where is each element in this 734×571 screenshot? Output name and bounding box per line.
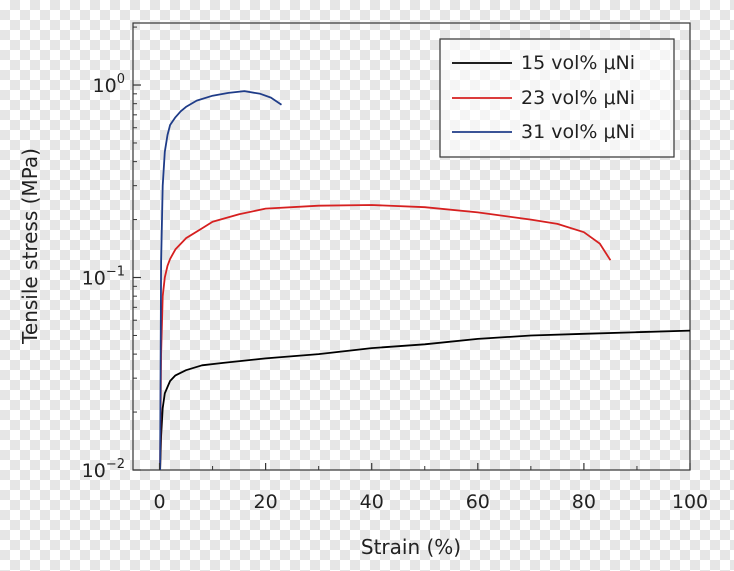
legend: 15 vol% μNi 23 vol% μNi 31 vol% μNi [439,38,675,158]
y-tick-label-0: 10−2 [82,457,125,482]
legend-label-15: 15 vol% μNi [521,52,635,74]
y-tick-label-1: 10−1 [82,265,125,290]
plot-frame [132,22,691,471]
x-tick-label-0: 0 [153,491,165,513]
series-line-2 [159,90,283,471]
x-tick-label-20: 20 [254,491,278,513]
series-line-1 [159,204,612,471]
legend-label-31: 31 vol% μNi [521,121,635,143]
tick-layer: 0 20 40 60 80 100 10−2 10−1 100 [82,26,708,513]
series-line-0 [159,329,691,471]
x-axis-label: Strain (%) [361,535,461,559]
x-tick-label-40: 40 [360,491,384,513]
series-layer [159,90,691,471]
x-tick-label-60: 60 [466,491,490,513]
x-tick-label-80: 80 [572,491,596,513]
x-tick-label-100: 100 [672,491,708,513]
y-axis-label: Tensile stress (MPa) [18,148,42,345]
legend-label-23: 23 vol% μNi [521,87,635,109]
y-tick-label-2: 100 [93,72,125,97]
